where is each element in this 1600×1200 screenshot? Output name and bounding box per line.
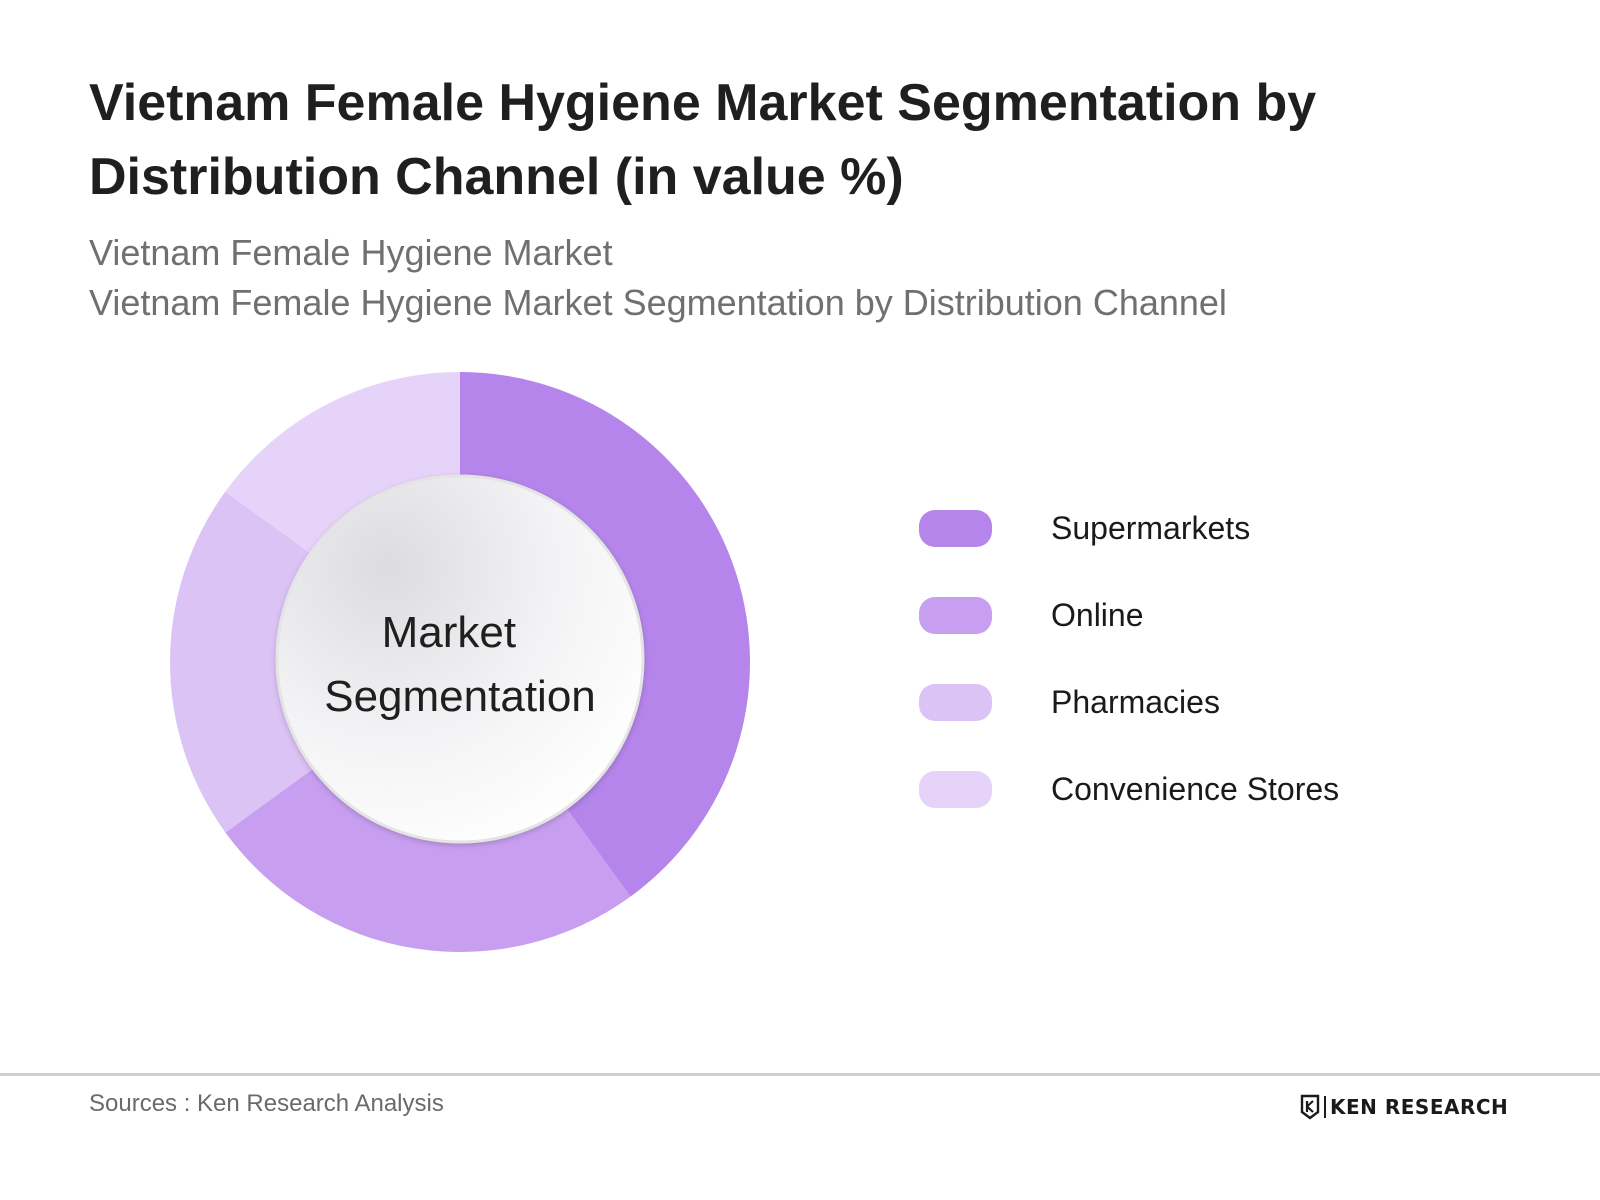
- footer-divider: [0, 1073, 1600, 1076]
- chart-subtitle-line-1: Vietnam Female Hygiene Market: [89, 232, 613, 273]
- donut-chart: Market Segmentation: [169, 372, 751, 952]
- donut-center-label: Market Segmentation: [324, 608, 596, 721]
- legend-label: Supermarkets: [1051, 510, 1251, 546]
- legend-swatch: [919, 510, 992, 547]
- legend-label: Convenience Stores: [1051, 771, 1340, 807]
- legend-swatch: [919, 684, 992, 721]
- legend-label: Online: [1051, 597, 1144, 633]
- legend-item: Convenience Stores: [919, 771, 1339, 808]
- donut-center-label-line-1: Market: [382, 608, 516, 657]
- legend-swatch: [919, 597, 992, 634]
- donut-center-disc: [275, 474, 645, 844]
- chart-legend: Supermarkets Online Pharmacies Convenience …: [919, 510, 1339, 858]
- legend-item: Supermarkets: [919, 510, 1339, 547]
- donut-center-label-line-2: Segmentation: [324, 672, 596, 721]
- legend-item: Pharmacies: [919, 684, 1339, 721]
- legend-label: Pharmacies: [1051, 684, 1220, 720]
- chart-subtitle-line-2: Vietnam Female Hygiene Market Segmentati…: [89, 282, 1227, 323]
- legend-item: Online: [919, 597, 1339, 634]
- logo-text: KEN RESEARCH: [1330, 1095, 1509, 1119]
- chart-title: Vietnam Female Hygiene Market Segmentati…: [89, 74, 1317, 206]
- ken-research-logo-icon: [1300, 1094, 1320, 1120]
- ken-research-logo: KEN RESEARCH: [1300, 1092, 1508, 1122]
- source-note: Sources : Ken Research Analysis: [89, 1090, 444, 1117]
- logo-separator: [1324, 1096, 1326, 1118]
- legend-swatch: [919, 771, 992, 808]
